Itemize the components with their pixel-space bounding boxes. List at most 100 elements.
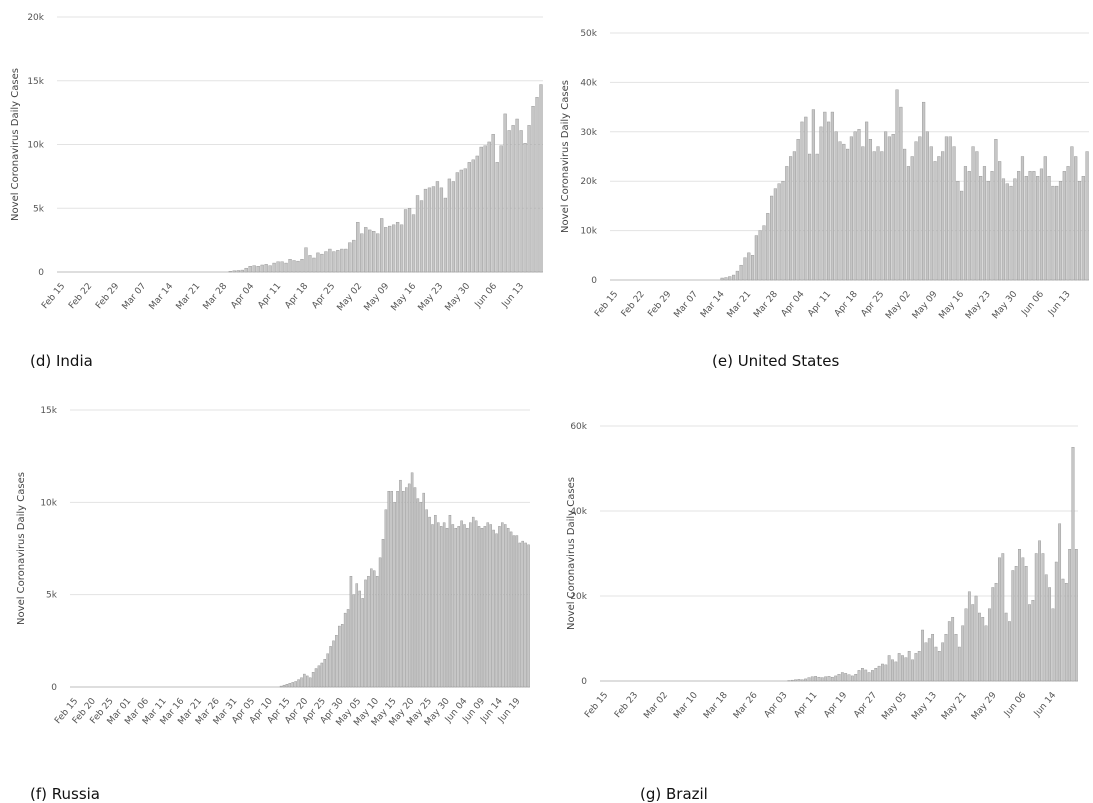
x-tick-label: Mar 10 [672,690,700,721]
bar [844,673,846,681]
bar [831,112,834,280]
x-tick-label: Mar 02 [642,691,670,721]
x-tick-label: Jun 06 [1002,690,1029,719]
bar [785,166,788,280]
bar [918,651,920,681]
bar [315,669,317,687]
bar [382,539,384,687]
x-tick-label: Mar 21 [175,282,203,312]
x-tick-label: Mar 07 [121,282,149,312]
bar [469,523,471,687]
bar [408,484,410,687]
bar [320,254,323,272]
bar [476,156,479,272]
bar [528,545,530,687]
bar [804,679,806,681]
bar [301,259,304,272]
y-tick-label: 10k [40,498,57,508]
bar [446,528,448,687]
x-tick-label: May 05 [880,691,909,723]
bar [437,523,439,687]
bar [237,270,240,272]
bar [968,592,970,681]
bar [1036,176,1039,280]
bar [960,191,963,280]
bar [1025,566,1027,681]
bar [985,626,987,681]
bar [432,187,435,272]
bar [821,678,823,681]
x-tick-label: Jun 06 [1020,289,1047,318]
y-tick-label: 0 [591,276,597,286]
bar [1044,157,1047,281]
bar [930,147,933,280]
bar [376,576,378,687]
bar [344,613,346,687]
bar [359,591,361,687]
y-tick-label: 20k [580,177,597,187]
x-tick-label: Jun 13 [500,282,527,311]
bar [229,271,232,272]
bar [324,659,326,687]
bar [512,125,515,272]
bar [298,680,300,687]
bar [481,528,483,687]
bar [318,666,320,687]
bar [861,147,864,280]
bar [791,680,793,681]
bar [341,624,343,687]
bar [945,634,947,681]
x-tick-label: Mar 28 [752,289,780,320]
bar [1078,181,1081,280]
y-axis-label: Novel Coronavirus Daily Cases [10,68,21,221]
bar [956,181,959,280]
x-tick-label: May 16 [937,289,966,321]
bar [1071,147,1074,280]
y-axis-label: Novel Coronavirus Daily Cases [560,80,571,233]
bar [332,641,334,687]
bar [1022,558,1024,681]
bar [915,142,918,280]
bar [289,259,292,272]
bar [532,106,535,272]
bar [1068,549,1070,681]
bar [306,676,308,687]
bar [303,674,305,687]
bar [522,541,524,687]
bar [455,528,457,687]
bar [728,277,731,280]
bar [1086,152,1089,280]
bar [265,264,268,272]
bar [269,266,272,272]
bar [1082,176,1085,280]
bar [292,682,294,687]
bar [350,576,352,687]
x-tick-label: Feb 15 [583,691,610,721]
bar [855,674,857,681]
bar [846,149,849,280]
bar [367,576,369,687]
bar [869,139,872,280]
bar [816,154,819,280]
bar [992,588,994,682]
bar [436,181,439,272]
bar [1048,588,1050,682]
bar [1014,179,1017,280]
bar [1015,566,1017,681]
bar [261,265,264,272]
bar [983,166,986,280]
bar [510,532,512,687]
bar [1025,176,1028,280]
bar [908,651,910,681]
bar [907,166,910,280]
bar [461,521,463,687]
bar [793,152,796,280]
x-tick-label: Mar 18 [702,690,730,721]
bar [370,569,372,687]
bar [498,526,500,687]
bar [452,181,455,272]
bar [1067,166,1070,280]
bar [416,196,419,273]
bar [770,196,773,280]
